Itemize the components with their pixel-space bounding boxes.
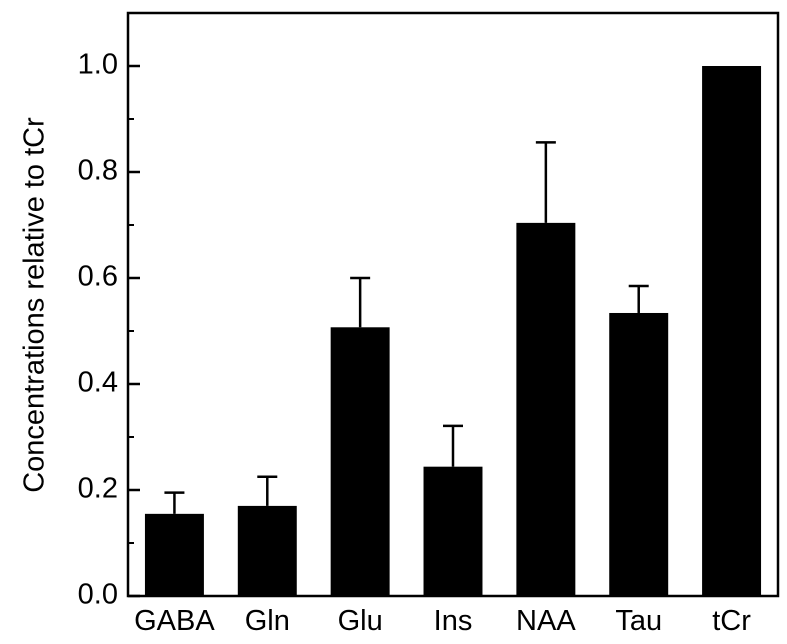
bar-ins [423, 466, 483, 596]
error-bars [164, 141, 649, 514]
category-label: NAA [516, 605, 576, 637]
y-tick-label: 0.0 [78, 579, 118, 611]
y-tick-label: 0.4 [78, 367, 118, 399]
category-labels: GABA Gln Glu Ins NAA Tau tCr [134, 605, 751, 637]
bar-tcr [702, 66, 762, 596]
bar-gln [237, 505, 297, 596]
bars [144, 66, 762, 596]
bar-glu [330, 327, 390, 596]
y-tick-label: 0.8 [78, 155, 118, 187]
minor-ticks [128, 118, 134, 544]
bar-tau [609, 312, 669, 596]
category-label: Ins [434, 605, 473, 637]
y-tick-label: 1.0 [78, 49, 118, 81]
y-axis-title: Concentrations relative to tCr [19, 117, 51, 493]
y-tick-label: 0.2 [78, 473, 118, 505]
y-tick-labels: 0.0 0.2 0.4 0.6 0.8 1.0 [78, 49, 118, 611]
category-label: Glu [338, 605, 383, 637]
category-label: Gln [245, 605, 290, 637]
category-label: tCr [712, 605, 751, 637]
category-label: GABA [134, 605, 215, 637]
y-tick-label: 0.6 [78, 261, 118, 293]
bar-gaba [144, 513, 204, 596]
bar-naa [516, 222, 576, 596]
category-label: Tau [615, 605, 662, 637]
